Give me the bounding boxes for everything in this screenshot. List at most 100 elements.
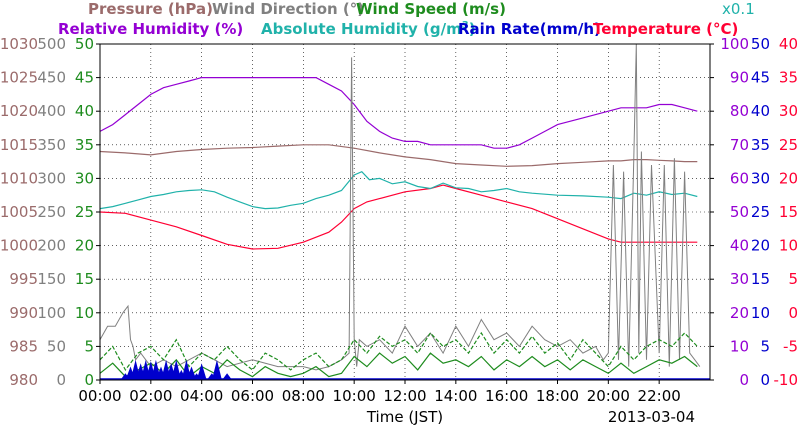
y-tick-temperature: 20 xyxy=(779,169,798,187)
y-tick-pressure: 1030 xyxy=(0,35,38,53)
x-tick-label: 12:00 xyxy=(383,387,426,405)
legend-abs-humidity-end: ) xyxy=(469,20,476,38)
y-tick-wind-speed: 45 xyxy=(75,69,94,87)
y-tick-wind-speed: 35 xyxy=(75,136,94,154)
y-tick-wind-direction: 450 xyxy=(37,69,66,87)
x-tick-label: 02:00 xyxy=(129,387,172,405)
y-tick-rain-rate: 50 xyxy=(751,35,770,53)
y-tick-rain-rate: 30 xyxy=(751,169,770,187)
y-tick-wind-direction: 400 xyxy=(37,102,66,120)
legend-rain-rate: Rain Rate(mm/h) xyxy=(458,20,601,38)
y-tick-wind-direction: 200 xyxy=(37,237,66,255)
y-tick-pressure: 990 xyxy=(9,304,38,322)
x-axis-title: Time (JST) xyxy=(366,408,443,426)
legend: Pressure (hPa) Wind Direction (°) Wind S… xyxy=(58,0,755,38)
y-tick-humidity: 60 xyxy=(730,169,749,187)
y-tick-pressure: 1020 xyxy=(0,102,38,120)
y-tick-wind-speed: 10 xyxy=(75,304,94,322)
y-tick-pressure: 1005 xyxy=(0,203,38,221)
y-axes: 9809859909951000100510101015102010251030… xyxy=(0,35,798,389)
x-tick-label: 08:00 xyxy=(282,387,325,405)
y-tick-wind-direction: 250 xyxy=(37,203,66,221)
y-tick-rain-rate: 40 xyxy=(751,102,770,120)
y-tick-humidity: 0 xyxy=(739,371,749,389)
y-tick-temperature: -10 xyxy=(774,371,799,389)
rain-bar xyxy=(171,359,182,380)
y-tick-humidity: 80 xyxy=(730,102,749,120)
legend-abs-humidity-main: Absolute Humidity (g/m xyxy=(261,20,462,38)
y-tick-rain-rate: 20 xyxy=(751,237,770,255)
y-tick-humidity: 50 xyxy=(730,203,749,221)
y-tick-temperature: 25 xyxy=(779,136,798,154)
y-tick-wind-direction: 150 xyxy=(37,270,66,288)
x-tick-label: 16:00 xyxy=(485,387,528,405)
y-tick-wind-speed: 20 xyxy=(75,237,94,255)
series-humidity xyxy=(99,76,698,149)
legend-wind-direction: Wind Direction (°) xyxy=(212,0,364,18)
y-tick-wind-speed: 40 xyxy=(75,102,94,120)
y-tick-rain-rate: 15 xyxy=(751,270,770,288)
multiplier-note: x0.1 xyxy=(722,0,755,18)
x-tick-label: 00:00 xyxy=(78,387,121,405)
y-tick-humidity: 10 xyxy=(730,337,749,355)
legend-humidity: Relative Humidity (%) xyxy=(58,20,243,38)
series-abs-humidity xyxy=(99,170,698,210)
y-tick-wind-speed: 15 xyxy=(75,270,94,288)
legend-abs-humidity-sup: 3 xyxy=(462,20,469,31)
series-wind-speed-gust xyxy=(99,331,698,372)
y-tick-pressure: 985 xyxy=(9,337,38,355)
y-tick-wind-speed: 0 xyxy=(84,371,94,389)
y-tick-temperature: -5 xyxy=(783,337,798,355)
legend-pressure: Pressure (hPa) xyxy=(88,0,213,18)
x-tick-label: 22:00 xyxy=(638,387,681,405)
y-tick-humidity: 40 xyxy=(730,237,749,255)
series-rain-rate xyxy=(100,359,710,380)
series xyxy=(99,43,710,380)
y-tick-rain-rate: 25 xyxy=(751,203,770,221)
x-tick-label: 10:00 xyxy=(333,387,376,405)
y-tick-humidity: 100 xyxy=(720,35,749,53)
rain-bar xyxy=(211,359,222,380)
y-tick-pressure: 1000 xyxy=(0,237,38,255)
y-tick-pressure: 1025 xyxy=(0,69,38,87)
y-tick-wind-direction: 50 xyxy=(47,337,66,355)
y-tick-humidity: 70 xyxy=(730,136,749,154)
y-tick-pressure: 1010 xyxy=(0,169,38,187)
y-tick-rain-rate: 45 xyxy=(751,69,770,87)
y-tick-temperature: 0 xyxy=(788,304,798,322)
y-tick-wind-speed: 25 xyxy=(75,203,94,221)
y-tick-temperature: 35 xyxy=(779,69,798,87)
y-tick-temperature: 15 xyxy=(779,203,798,221)
y-tick-wind-direction: 300 xyxy=(37,169,66,187)
y-tick-humidity: 20 xyxy=(730,304,749,322)
y-tick-wind-direction: 100 xyxy=(37,304,66,322)
grid xyxy=(100,44,710,380)
x-axis: 00:00 02:00 04:00 06:00 08:00 10:00 12:00 14:00… xyxy=(78,380,681,405)
y-tick-temperature: 5 xyxy=(788,270,798,288)
y-tick-wind-direction: 350 xyxy=(37,136,66,154)
rain-bar xyxy=(186,366,197,380)
x-tick-label: 14:00 xyxy=(434,387,477,405)
series-wind-speed xyxy=(99,352,698,378)
series-wind-direction xyxy=(99,43,701,371)
x-tick-label: 20:00 xyxy=(587,387,630,405)
y-tick-wind-speed: 50 xyxy=(75,35,94,53)
rain-bar xyxy=(196,363,207,380)
y-tick-pressure: 980 xyxy=(9,371,38,389)
legend-temperature: Temperature (°C) xyxy=(593,20,738,38)
y-tick-rain-rate: 5 xyxy=(760,337,770,355)
y-tick-temperature: 40 xyxy=(779,35,798,53)
legend-wind-speed: Wind Speed (m/s) xyxy=(356,0,506,18)
y-tick-wind-speed: 30 xyxy=(75,169,94,187)
date-label: 2013-03-04 xyxy=(608,408,695,426)
y-tick-wind-direction: 500 xyxy=(37,35,66,53)
y-tick-humidity: 30 xyxy=(730,270,749,288)
plot-frame xyxy=(99,43,711,381)
y-tick-pressure: 1015 xyxy=(0,136,38,154)
y-tick-rain-rate: 0 xyxy=(760,371,770,389)
series-pressure xyxy=(99,144,698,167)
x-tick-label: 06:00 xyxy=(231,387,274,405)
y-tick-rain-rate: 10 xyxy=(751,304,770,322)
y-tick-temperature: 10 xyxy=(779,237,798,255)
